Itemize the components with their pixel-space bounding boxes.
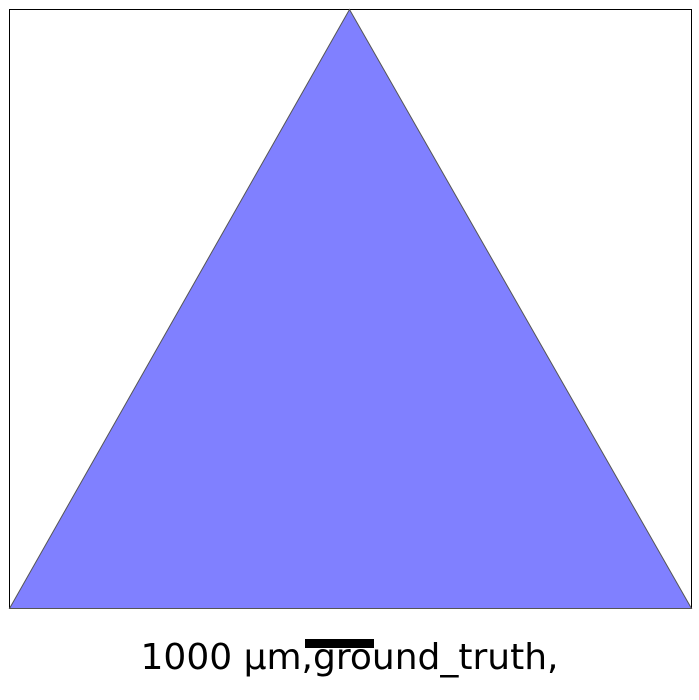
scale-bar [305,639,374,648]
triangle-shape [8,8,693,609]
scale-caption: 1000 µm,ground_truth, [140,637,559,678]
